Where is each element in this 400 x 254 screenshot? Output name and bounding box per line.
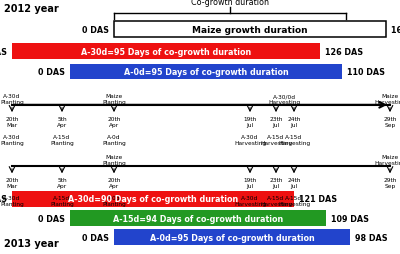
Text: A-30d=90 Days of co-growth duration: A-30d=90 Days of co-growth duration xyxy=(68,195,238,204)
Text: A-15d
Harvesting: A-15d Harvesting xyxy=(260,135,292,145)
Text: 0 DAS: 0 DAS xyxy=(82,233,109,242)
Text: A-0d
Planting: A-0d Planting xyxy=(102,135,126,145)
Text: Maize
Planting: Maize Planting xyxy=(102,94,126,104)
Text: A-30/0d
Harvesting: A-30/0d Harvesting xyxy=(268,94,300,104)
Text: 23th
Jul: 23th Jul xyxy=(269,178,283,188)
Text: Co-growth duration: Co-growth duration xyxy=(191,0,269,7)
Text: A-0d=95 Days of co-growth duration: A-0d=95 Days of co-growth duration xyxy=(150,233,314,242)
Text: 20th
Apr: 20th Apr xyxy=(107,117,121,127)
Text: 5th
Apr: 5th Apr xyxy=(57,178,67,188)
Text: 20th
Apr: 20th Apr xyxy=(107,178,121,188)
Text: A-0d
Planting: A-0d Planting xyxy=(102,196,126,206)
FancyBboxPatch shape xyxy=(12,191,294,207)
Text: A-0d=95 Days of co-growth duration: A-0d=95 Days of co-growth duration xyxy=(124,68,288,77)
Text: 20th
Mar: 20th Mar xyxy=(5,117,19,127)
Text: 162 DAS: 162 DAS xyxy=(391,26,400,35)
FancyBboxPatch shape xyxy=(114,229,350,245)
FancyBboxPatch shape xyxy=(70,64,342,80)
Text: A-30d=95 Days of co-growth duration: A-30d=95 Days of co-growth duration xyxy=(81,47,251,56)
Text: Maize
Harvesting: Maize Harvesting xyxy=(374,155,400,165)
Text: A-15d
Harvesting: A-15d Harvesting xyxy=(260,196,292,206)
Text: A-30d
Planting: A-30d Planting xyxy=(0,94,24,104)
Text: A-30d
Planting: A-30d Planting xyxy=(0,196,24,206)
Text: 0 DAS: 0 DAS xyxy=(38,214,65,223)
Text: 20th
Mar: 20th Mar xyxy=(5,178,19,188)
Text: 19th
Jul: 19th Jul xyxy=(243,117,257,127)
Text: A-30d
Harvesting: A-30d Harvesting xyxy=(234,135,266,145)
Text: A-15d
Planting: A-15d Planting xyxy=(50,196,74,206)
Text: Maize
Harvesting: Maize Harvesting xyxy=(374,94,400,104)
Text: A-15d=94 Days of co-growth duration: A-15d=94 Days of co-growth duration xyxy=(113,214,283,223)
Text: 121 DAS: 121 DAS xyxy=(299,195,337,204)
FancyBboxPatch shape xyxy=(114,22,386,38)
Text: 24th
Jul: 24th Jul xyxy=(287,117,301,127)
Text: Maize growth duration: Maize growth duration xyxy=(192,26,308,35)
FancyBboxPatch shape xyxy=(12,44,320,60)
Text: 0 DAS: 0 DAS xyxy=(0,195,7,204)
Text: 5th
Apr: 5th Apr xyxy=(57,117,67,127)
Text: 29th
Sep: 29th Sep xyxy=(383,178,397,188)
Text: 0 DAS: 0 DAS xyxy=(82,26,109,35)
Text: A-30d
Planting: A-30d Planting xyxy=(0,135,24,145)
Text: 109 DAS: 109 DAS xyxy=(331,214,369,223)
Text: Maize
Planting: Maize Planting xyxy=(102,155,126,165)
Text: 19th
Jul: 19th Jul xyxy=(243,178,257,188)
Text: 0 DAS: 0 DAS xyxy=(38,68,65,77)
Text: 24th
Jul: 24th Jul xyxy=(287,178,301,188)
Text: 29th
Sep: 29th Sep xyxy=(383,117,397,127)
Text: 2012 year: 2012 year xyxy=(4,4,59,14)
Text: 23th
Jul: 23th Jul xyxy=(269,117,283,127)
Text: A-30d
Harvesting: A-30d Harvesting xyxy=(234,196,266,206)
FancyBboxPatch shape xyxy=(70,210,326,226)
Text: A-15d
Harvesting: A-15d Harvesting xyxy=(278,196,310,206)
Text: A-15d
Harvesting: A-15d Harvesting xyxy=(278,135,310,145)
Text: 98 DAS: 98 DAS xyxy=(355,233,388,242)
Text: 0 DAS: 0 DAS xyxy=(0,47,7,56)
Text: 126 DAS: 126 DAS xyxy=(325,47,363,56)
Text: 110 DAS: 110 DAS xyxy=(347,68,385,77)
Text: 2013 year: 2013 year xyxy=(4,238,59,248)
Text: A-15d
Planting: A-15d Planting xyxy=(50,135,74,145)
